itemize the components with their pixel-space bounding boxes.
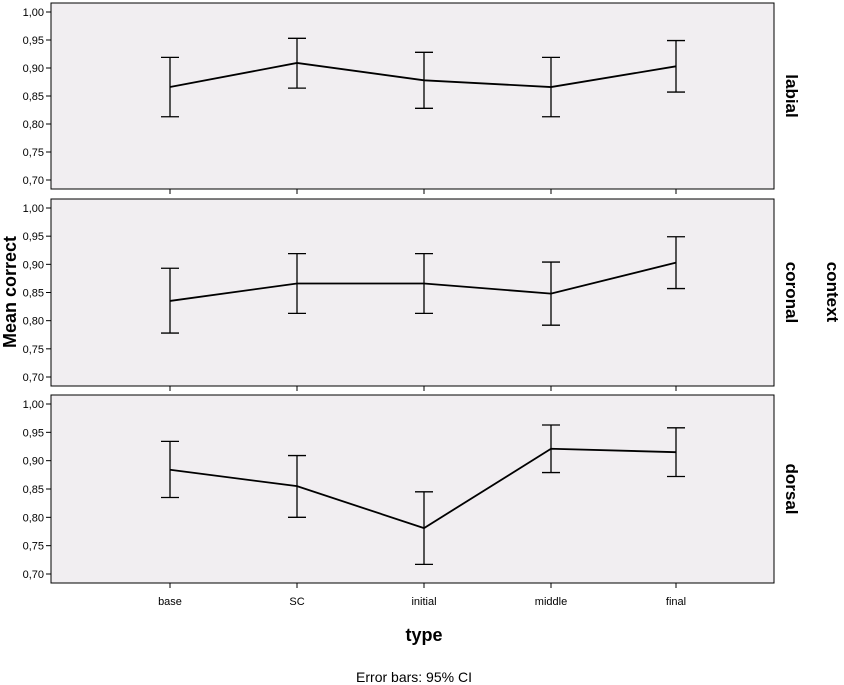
y-axis-title: Mean correct <box>0 236 20 348</box>
x-tick-label: base <box>158 596 182 608</box>
y-tick-label: 0,80 <box>23 316 44 328</box>
panel-label-labial: labial <box>782 74 801 117</box>
y-tick-label: 0,90 <box>23 456 44 468</box>
y-tick-label: 0,70 <box>23 372 44 384</box>
x-tick-label: middle <box>535 596 567 608</box>
panel-label-coronal: coronal <box>782 262 801 323</box>
facet-title: context <box>823 262 842 323</box>
mean-line <box>169 62 677 88</box>
x-tick-label: initial <box>411 596 436 608</box>
y-tick-label: 0,90 <box>23 63 44 75</box>
y-tick-label: 0,90 <box>23 259 44 271</box>
panel-coronal: 0,70 0,75 0,80 0,85 0,90 0,95 1,00 coronal <box>23 198 801 391</box>
y-tick-label: 0,75 <box>23 344 44 356</box>
y-tick-label: 0,85 <box>23 288 44 300</box>
error-bar <box>161 440 179 499</box>
y-tick-label: 0,85 <box>23 484 44 496</box>
panels-group: 0,700,750,800,850,900,951,00labial0,700,… <box>23 2 801 588</box>
y-tick-label: 0,80 <box>23 119 44 131</box>
mean-line <box>169 447 677 530</box>
y-tick-label: 0,70 <box>23 175 44 187</box>
x-tick-label: SC <box>289 596 304 608</box>
x-tick-label: final <box>666 596 686 608</box>
y-tick-label: 1,00 <box>23 399 44 411</box>
y-tick-label: 0,75 <box>23 541 44 553</box>
mean-line <box>169 261 677 302</box>
panel-frame <box>50 198 775 387</box>
panel-labial: 0,70 0,75 0,80 0,85 0,90 0,95 1,00 labial <box>23 2 801 194</box>
panel-dorsal: 0,70 0,75 0,80 0,85 0,90 0,95 1,00 dorsal <box>23 394 801 588</box>
panel-label-dorsal: dorsal <box>782 463 801 514</box>
panel-frame <box>50 394 775 584</box>
y-tick-label: 1,00 <box>23 7 44 19</box>
x-axis-title: type <box>405 625 442 645</box>
y-tick-label: 1,00 <box>23 203 44 215</box>
y-tick-label: 0,70 <box>23 569 44 581</box>
y-tick-label: 0,75 <box>23 147 44 159</box>
y-tick-label: 0,80 <box>23 512 44 524</box>
y-tick-label: 0,95 <box>23 35 44 47</box>
y-tick-label: 0,95 <box>23 427 44 439</box>
panel-frame <box>50 2 775 190</box>
x-tick-labels: base SC initial middle final <box>158 596 686 608</box>
y-tick-label: 0,85 <box>23 91 44 103</box>
y-tick-label: 0,95 <box>23 231 44 243</box>
error-bar-footnote: Error bars: 95% CI <box>356 669 472 685</box>
